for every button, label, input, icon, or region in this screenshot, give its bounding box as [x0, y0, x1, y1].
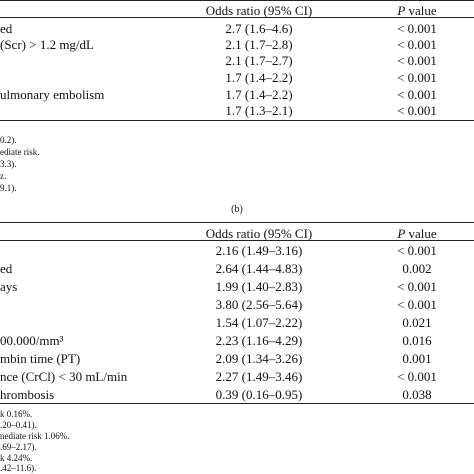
table-a-row-3-p: < 0.001	[397, 53, 437, 68]
table-a-row-6-p: < 0.001	[397, 103, 437, 118]
table-a-note-2: ediate risk.	[0, 147, 40, 157]
table-a-row-5-p: < 0.001	[397, 87, 437, 102]
table-b-row-8-p: < 0.001	[397, 369, 437, 384]
table-b-row-3-or: 1.99 (1.40–2.83)	[215, 279, 303, 294]
table-b-note-2: .20–0.41).	[0, 420, 37, 430]
table-b-row-6-or: 2.23 (1.16–4.29)	[215, 333, 303, 348]
table-b-row-4-or: 3.80 (2.56–5.64)	[215, 297, 303, 312]
table-a-row-1-p: < 0.001	[397, 21, 437, 36]
table-b-row-6-p: 0.016	[402, 333, 432, 348]
table-b-bottom-rule	[0, 403, 474, 404]
table-b-p-rest: value	[405, 226, 437, 241]
table-b-row-1-p: < 0.001	[397, 243, 437, 258]
table-a-row-4-p: < 0.001	[397, 70, 437, 85]
table-b-row-9-or: 0.39 (0.16–0.95)	[215, 387, 303, 402]
table-b-note-1: k 0.16%.	[0, 409, 33, 419]
table-b-header-rule	[0, 240, 474, 241]
table-a-odds-ratio-header: Odds ratio (95% CI)	[205, 3, 313, 18]
table-b-row-7-label: mbin time (PT)	[0, 351, 81, 366]
table-b-row-6-label: 00.000/mm³	[0, 333, 64, 348]
table-b-row-8-label: nce (CrCl) < 30 mL/min	[0, 369, 128, 384]
table-a-row-2-label: (Scr) > 1.2 mg/dL	[0, 37, 94, 52]
table-b-row-8-or: 2.27 (1.49–3.46)	[215, 369, 303, 384]
table-b-note-4: .69–2.17).	[0, 442, 37, 452]
table-a-row-1-label: ed	[0, 21, 13, 36]
table-b-note-5: k 4.24%.	[0, 453, 33, 463]
table-b-row-9-p: 0.038	[402, 387, 432, 402]
table-b-top-rule	[0, 222, 474, 223]
table-b-row-2-p: 0.002	[402, 261, 432, 276]
table-a-header-rule	[0, 17, 474, 18]
table-a-top-rule	[0, 0, 474, 1]
table-b-row-5-or: 1.54 (1.07–2.22)	[215, 315, 303, 330]
table-a-row-5-label: ulmonary embolism	[0, 87, 105, 102]
table-b-odds-ratio-header: Odds ratio (95% CI)	[205, 226, 313, 241]
table-b-row-2-label: ed	[0, 261, 13, 276]
table-a-p-value-header: P value	[372, 4, 462, 17]
table-b-row-9-label: hrombosis	[0, 387, 55, 402]
table-b-row-3-label: ays	[0, 279, 18, 294]
table-b-row-7-or: 2.09 (1.34–3.26)	[215, 351, 303, 366]
table-a-row-2-p: < 0.001	[397, 37, 437, 52]
table-b-row-3-p: < 0.001	[397, 279, 437, 294]
table-a-row-6-or: 1.7 (1.3–2.1)	[225, 103, 293, 118]
table-a-note-1: 0.2).	[0, 135, 17, 145]
table-b-row-2-or: 2.64 (1.44–4.83)	[215, 261, 303, 276]
table-a-p-rest: value	[405, 3, 437, 18]
table-b-note-6: .42–11.6).	[0, 463, 37, 473]
table-a-note-3: 3.3).	[0, 159, 17, 169]
table-a-row-4-or: 1.7 (1.4–2.2)	[225, 70, 293, 85]
table-b-row-7-p: 0.001	[402, 351, 432, 366]
table-a-row-2-or: 2.1 (1.7–2.8)	[225, 37, 293, 52]
table-b-note-3: nediate risk 1.06%.	[0, 431, 70, 441]
table-b-p-italic: P	[397, 226, 406, 241]
table-b-row-5-p: 0.021	[402, 315, 432, 330]
table-b-row-4-p: < 0.001	[397, 297, 437, 312]
table-b-row-1-or: 2.16 (1.49–3.16)	[215, 243, 303, 258]
table-a-note-5: 9.1).	[0, 183, 17, 193]
table-a-bottom-rule	[0, 120, 474, 121]
table-a-row-5-or: 1.7 (1.4–2.2)	[225, 87, 293, 102]
table-a-p-italic: P	[397, 3, 406, 18]
table-a-note-4: z.	[0, 171, 7, 181]
table-b-p-value-header: P value	[372, 227, 462, 240]
table-a-row-1-or: 2.7 (1.6–4.6)	[225, 21, 293, 36]
table-a-row-3-or: 2.1 (1.7–2.7)	[225, 53, 293, 68]
table-b-caption: (b)	[231, 204, 243, 215]
